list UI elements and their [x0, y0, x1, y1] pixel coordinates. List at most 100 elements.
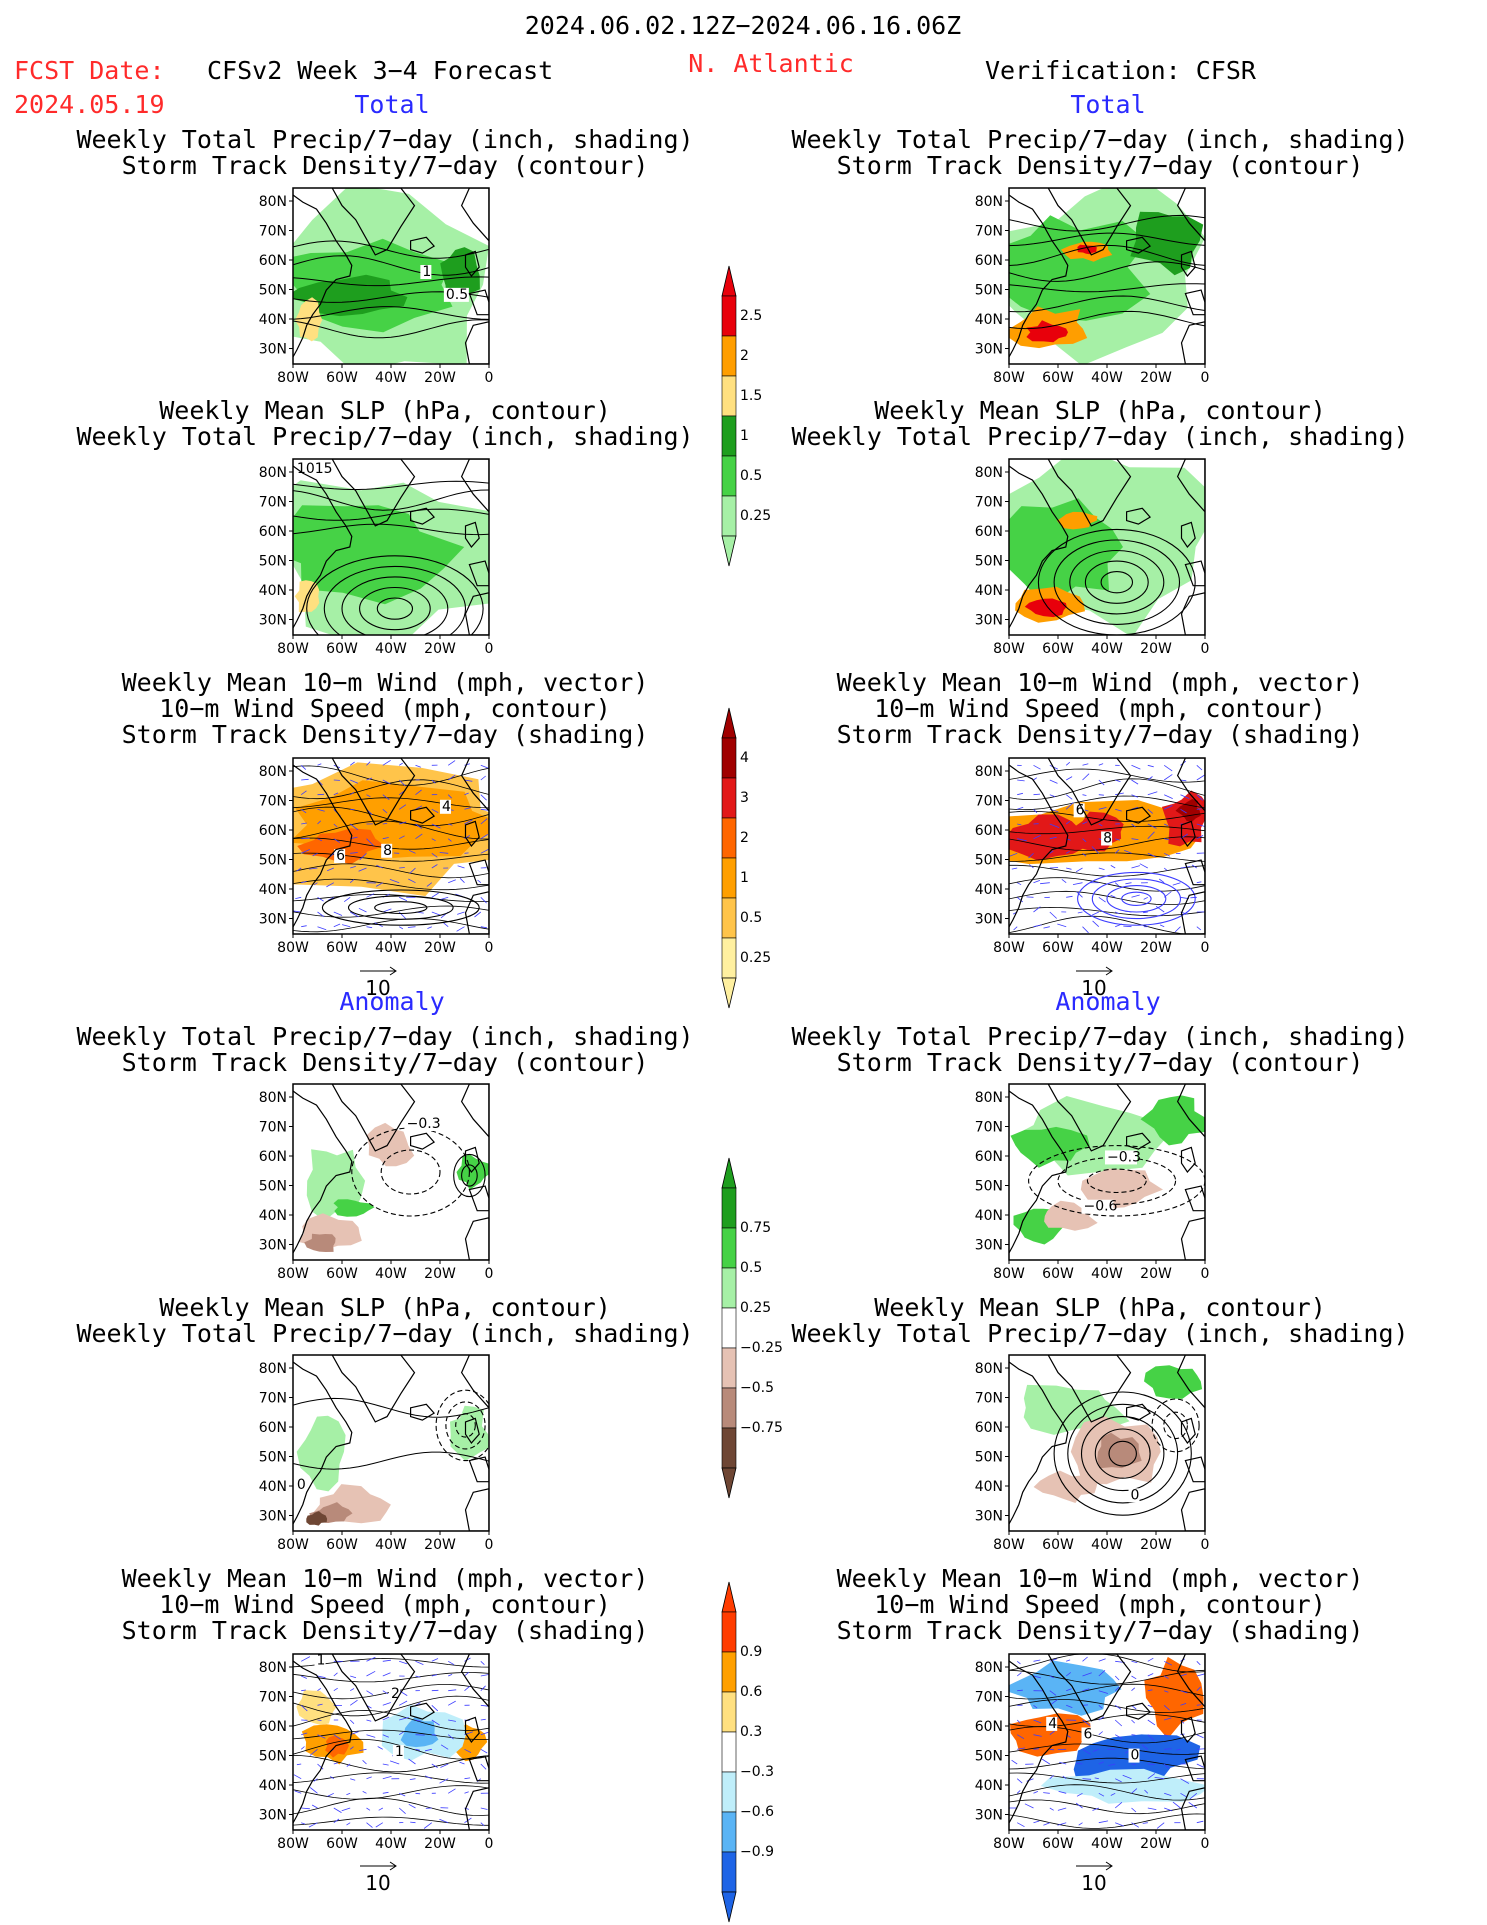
vector-reference-label: 10: [365, 1871, 390, 1895]
colorbar-label: 2.5: [740, 308, 762, 324]
wind-vector: [1062, 1775, 1067, 1780]
wind-vector: [1033, 809, 1038, 814]
wind-vector: [1142, 1822, 1148, 1824]
lon-tick-label: 80W: [993, 1537, 1025, 1553]
contour-line: [293, 1797, 489, 1816]
lat-tick-label: 50N: [975, 853, 1003, 869]
wind-vector: [1110, 1792, 1116, 1796]
contour-label-bg: [420, 265, 432, 279]
wind-vector: [1075, 1802, 1083, 1809]
wind-vector: [407, 926, 416, 928]
coastline: [1009, 1361, 1069, 1525]
coastline: [293, 1660, 353, 1824]
wind-vector: [1016, 1778, 1023, 1784]
lat-tick-label: 70N: [259, 1391, 287, 1407]
wind-vector: [439, 852, 449, 854]
colorbar-cap-bottom: [721, 977, 737, 1009]
wind-vector: [1059, 1761, 1067, 1765]
lon-tick-label: 20W: [1140, 1266, 1172, 1282]
wind-vector: [1131, 1687, 1136, 1692]
fcst-date-value: 2024.05.19: [14, 90, 165, 119]
lon-tick-label: 80W: [277, 1266, 309, 1282]
map-panel-r2-left: 1015 80N 70N 60N 50N 40N 30N 80W 60W 40W 20W 0: [259, 458, 493, 657]
coastline: [464, 891, 489, 934]
lon-tick-label: 40W: [375, 1537, 407, 1553]
coastline: [1176, 188, 1205, 242]
map-content: 68: [1009, 758, 1205, 934]
coastline: [1180, 1217, 1205, 1260]
lat-tick-label: 30N: [975, 613, 1003, 629]
wind-vector: [382, 1716, 390, 1721]
coastline: [1009, 1660, 1069, 1824]
wind-vector: [457, 865, 465, 869]
lat-tick-label: 60N: [975, 253, 1003, 269]
colorbar-label: 0.9: [740, 1644, 762, 1660]
coastline: [460, 1654, 489, 1708]
contour-line: [293, 1754, 489, 1773]
wind-vector: [1082, 852, 1087, 857]
wind-vector: [1011, 867, 1018, 870]
colorbar-cap-top: [721, 265, 737, 297]
coastline: [460, 1355, 489, 1409]
coastline: [1047, 1355, 1132, 1423]
lat-tick-label: 70N: [259, 495, 287, 511]
lon-tick-label: 40W: [375, 641, 407, 657]
wind-vector: [1131, 794, 1139, 798]
wind-vector: [1033, 1791, 1039, 1794]
wind-vector: [1147, 831, 1155, 839]
storm-anom-contour: [1028, 1145, 1205, 1217]
wind-vector: [301, 1822, 306, 1825]
wind-vector: [409, 1778, 416, 1780]
wind-vector: [1147, 1773, 1156, 1780]
colorbar-swatch: [721, 1731, 737, 1773]
colorbar-swatch: [721, 375, 737, 417]
wind-contour: [1091, 878, 1182, 920]
wind-vector: [427, 926, 432, 929]
wind-contour: [374, 901, 428, 915]
model-title: CFSv2 Week 3−4 Forecast: [207, 56, 554, 85]
wind-vector: [301, 1656, 311, 1662]
map-content: [1009, 459, 1205, 635]
contour-label-bg: [404, 1117, 437, 1131]
coastline: [1184, 859, 1205, 886]
shading-blob: [333, 1199, 375, 1217]
wind-vector: [439, 896, 449, 901]
lat-tick-label: 60N: [259, 1149, 287, 1165]
wind-vector: [293, 1774, 302, 1780]
wind-vector: [1098, 896, 1106, 903]
wind-vector: [1131, 865, 1141, 869]
wind-vector: [1124, 850, 1132, 854]
wind-vector: [464, 835, 471, 840]
wind-vector: [1098, 807, 1107, 810]
shading-blob: [1130, 211, 1204, 276]
wind-vector: [1033, 777, 1038, 781]
wind-vector: [1033, 906, 1041, 913]
wind-vector: [317, 1734, 326, 1739]
wind-vector: [423, 1822, 433, 1829]
wind-vector: [1016, 1660, 1021, 1665]
wind-vector: [1066, 776, 1073, 781]
wind-vector: [1049, 1675, 1055, 1679]
colorbar-label: −0.75: [740, 1420, 783, 1436]
wind-vector: [1057, 1822, 1067, 1826]
colorbar-swatch: [721, 1387, 737, 1429]
lon-tick-label: 60W: [1042, 370, 1074, 386]
coastline: [1180, 250, 1196, 277]
wind-vector: [1158, 878, 1165, 884]
wind-vector: [301, 837, 310, 840]
contour-line: [1009, 1726, 1205, 1744]
slp-contour: [359, 586, 431, 631]
contour-line: [1009, 283, 1205, 293]
wind-vector: [1066, 895, 1073, 898]
wind-vector: [295, 896, 302, 899]
wind-vector: [300, 790, 307, 796]
wind-vector: [1163, 1675, 1169, 1679]
coastline: [1180, 1417, 1196, 1444]
wind-vector: [1033, 834, 1041, 840]
wind-vector: [399, 1717, 409, 1721]
wind-vector: [317, 911, 325, 918]
shading-blob: [366, 1122, 415, 1167]
contour-label: 0: [297, 1477, 306, 1493]
contour-line: [1009, 852, 1205, 862]
wind-vector: [382, 759, 391, 766]
